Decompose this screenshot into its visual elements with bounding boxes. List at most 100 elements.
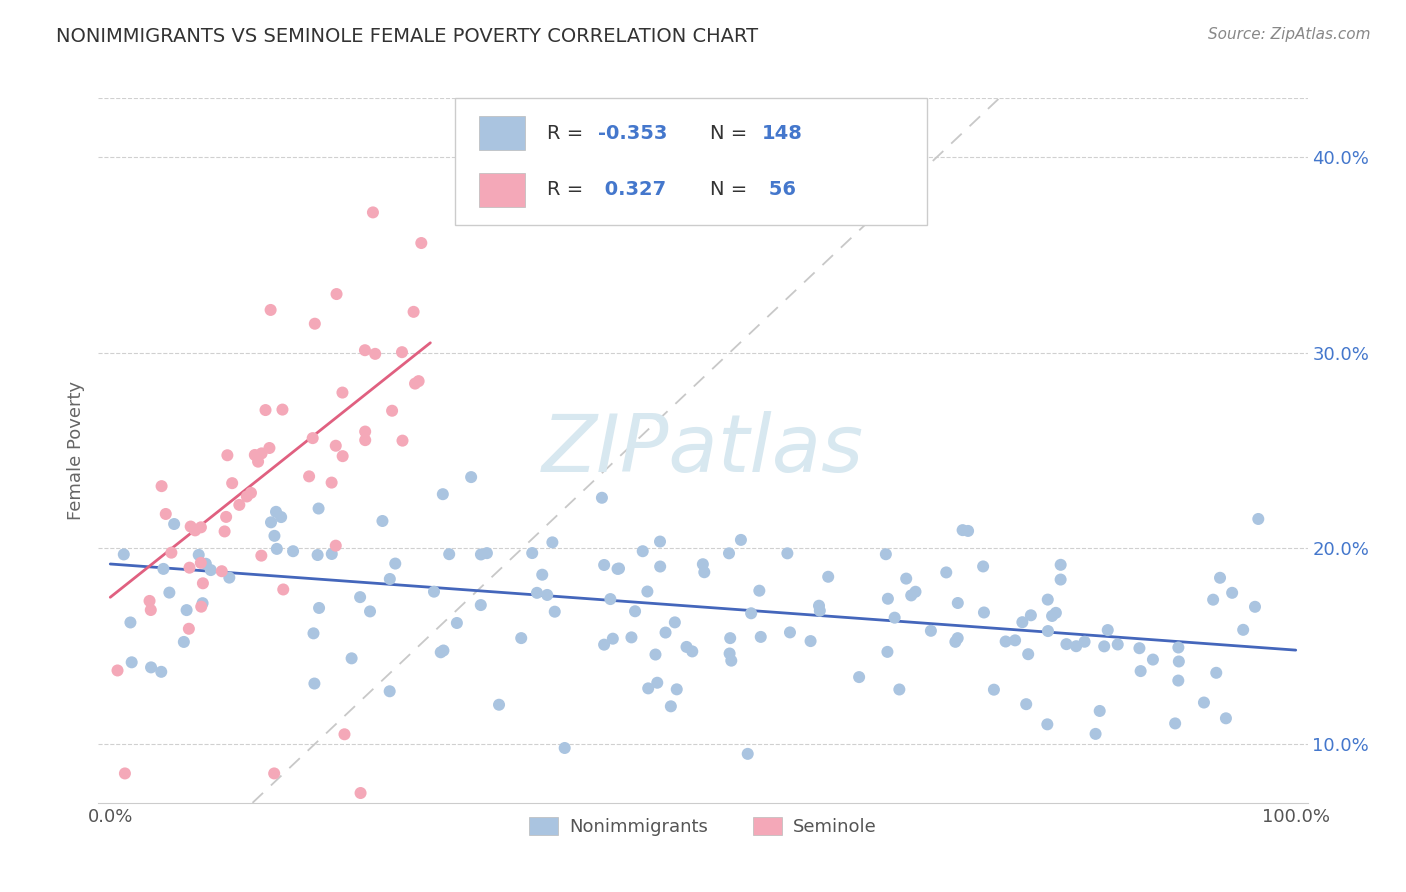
Point (190, 556, 212, 570)
Point (107, 664, 129, 678)
Point (972, 559, 994, 574)
Point (180, 519, 202, 533)
Point (526, 586, 548, 600)
Point (264, 505, 287, 519)
Point (184, 524, 207, 538)
Legend: Nonimmigrants, Seminole: Nonimmigrants, Seminole (522, 809, 884, 843)
Point (1084, 727, 1107, 741)
Point (190, 599, 212, 614)
Point (333, 727, 356, 741)
Point (664, 615, 686, 630)
Point (631, 544, 654, 558)
Point (1167, 640, 1189, 655)
Point (260, 516, 283, 530)
Text: Source: ZipAtlas.com: Source: ZipAtlas.com (1208, 27, 1371, 42)
Point (718, 647, 741, 661)
Point (1092, 640, 1115, 654)
Point (541, 535, 564, 549)
Point (606, 562, 628, 576)
Point (354, 425, 377, 439)
Point (302, 626, 325, 640)
Point (139, 660, 162, 674)
Point (776, 546, 799, 560)
Point (259, 302, 281, 317)
Point (607, 561, 630, 575)
FancyBboxPatch shape (479, 117, 526, 150)
Point (194, 557, 217, 571)
Point (952, 523, 974, 537)
Point (740, 607, 762, 621)
Point (973, 606, 995, 620)
Point (693, 566, 716, 580)
Point (800, 634, 823, 648)
Point (1232, 623, 1254, 637)
Point (349, 786, 371, 800)
Point (659, 699, 682, 714)
Point (1128, 641, 1150, 656)
Point (648, 534, 671, 549)
Point (391, 434, 413, 448)
Point (236, 490, 259, 504)
Point (308, 601, 330, 615)
Point (239, 486, 262, 500)
Point (875, 547, 897, 561)
Point (460, 470, 482, 484)
Point (304, 317, 326, 331)
Point (243, 448, 266, 462)
Point (1247, 512, 1270, 526)
Point (808, 599, 831, 613)
Point (817, 570, 839, 584)
Point (896, 572, 918, 586)
Point (354, 433, 377, 447)
Point (155, 507, 177, 521)
Point (177, 622, 200, 636)
Text: ZIPatlas: ZIPatlas (541, 411, 865, 490)
Point (408, 374, 430, 388)
Point (190, 520, 212, 534)
Point (876, 645, 898, 659)
Point (718, 631, 741, 645)
Point (250, 549, 273, 563)
Point (378, 572, 401, 586)
Point (157, 585, 180, 599)
Point (877, 591, 900, 606)
Point (325, 439, 347, 453)
Point (266, 541, 288, 556)
Text: 0.327: 0.327 (598, 180, 666, 199)
Point (1129, 664, 1152, 678)
Point (321, 547, 343, 561)
Text: R =: R = (547, 180, 596, 199)
Point (247, 455, 270, 469)
Point (1220, 586, 1243, 600)
Point (665, 682, 688, 697)
Y-axis label: Female Poverty: Female Poverty (66, 381, 84, 520)
Point (112, 548, 135, 562)
Point (1049, 573, 1071, 587)
Point (298, 469, 321, 483)
Point (1036, 624, 1059, 638)
Point (215, 509, 238, 524)
Point (432, 643, 454, 657)
Point (1215, 711, 1237, 725)
Point (364, 347, 387, 361)
Point (432, 487, 454, 501)
Point (470, 598, 492, 612)
Point (730, 533, 752, 547)
Point (591, 491, 613, 505)
Text: 56: 56 (762, 180, 796, 199)
Point (620, 631, 643, 645)
Point (263, 766, 285, 780)
Point (935, 566, 957, 580)
Point (378, 684, 401, 698)
Point (1036, 717, 1059, 731)
Point (200, 563, 222, 577)
Point (1045, 606, 1067, 620)
Point (228, 498, 250, 512)
Point (636, 584, 658, 599)
Point (644, 648, 666, 662)
Point (808, 604, 831, 618)
Text: -0.353: -0.353 (598, 124, 668, 143)
Point (889, 682, 911, 697)
Point (1088, 704, 1111, 718)
Point (593, 558, 616, 572)
